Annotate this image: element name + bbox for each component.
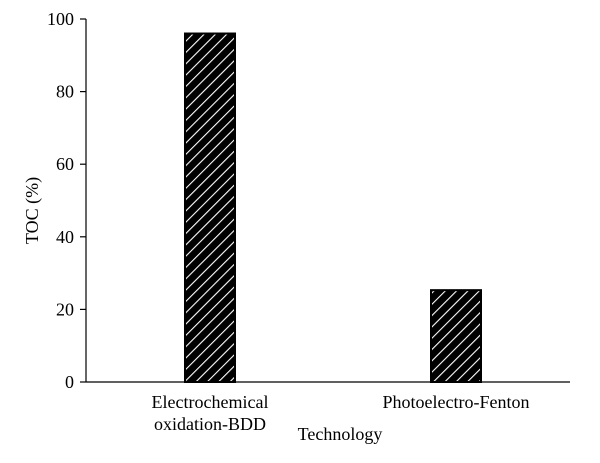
x-category-label: oxidation-BDD: [154, 414, 266, 434]
y-ticks: 0 20 40 60 80 100: [47, 9, 86, 392]
x-category-label: Photoelectro-Fenton: [383, 392, 530, 412]
y-tick-label: 20: [56, 299, 74, 319]
bar-2: [430, 289, 482, 384]
bar-1: [184, 32, 236, 384]
y-tick-label: 80: [56, 82, 74, 102]
x-category-label: Electrochemical: [152, 392, 269, 412]
bars: [184, 32, 482, 384]
y-tick-label: 100: [47, 9, 74, 29]
axes: [85, 19, 570, 383]
y-tick-label: 40: [56, 227, 74, 247]
y-tick-label: 60: [56, 154, 74, 174]
y-tick-label: 0: [65, 372, 74, 392]
y-axis-title: TOC (%): [22, 177, 43, 244]
x-axis-title: Technology: [298, 424, 383, 444]
